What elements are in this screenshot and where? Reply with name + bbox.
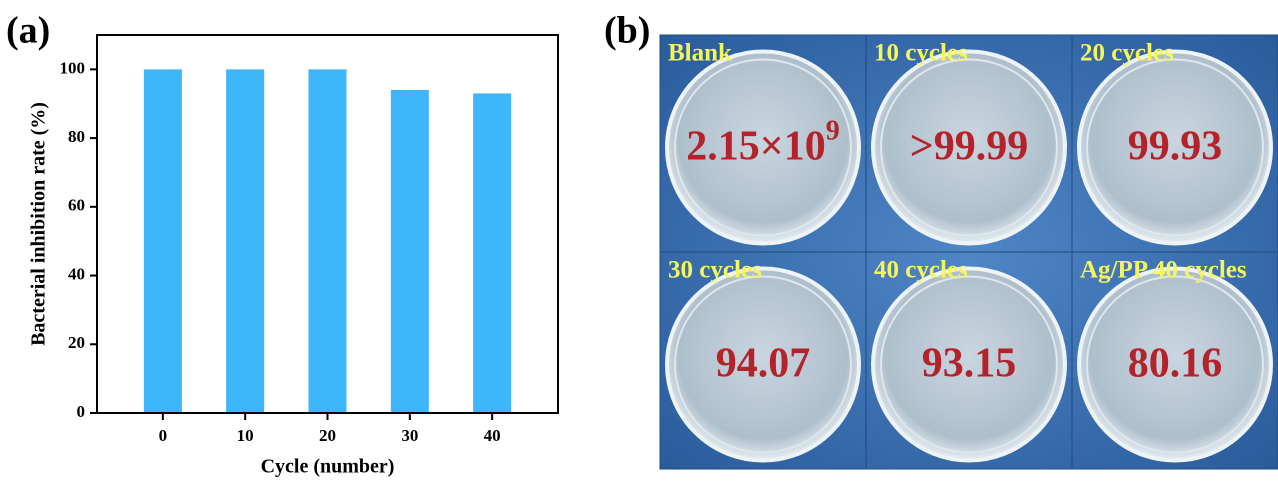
tile-value-text: 80.16 [1128,340,1223,386]
tile-caption: 30 cycles [668,257,762,284]
y-tick-label: 60 [68,196,85,215]
tile-caption: 40 cycles [874,257,968,284]
y-tick-label: 0 [77,402,86,421]
tile-caption: 10 cycles [874,40,968,67]
tile-caption: Ag/PP 40 cycles [1080,257,1247,284]
panel-label: (b) [604,10,650,52]
y-axis-label: Bacterial inhibition rate (%) [28,102,50,346]
x-tick-label: 30 [401,426,418,445]
tile-value: >99.99 [910,123,1028,169]
tile-value-exponent: 9 [826,116,840,147]
tile-value: 80.16 [1128,340,1223,386]
tile-value: 94.07 [716,340,811,386]
y-tick-label: 80 [68,127,85,146]
tile-value-text: 99.93 [1128,123,1223,169]
x-tick-label: 20 [319,426,336,445]
bar [391,90,429,413]
y-tick-label: 40 [68,264,85,283]
tile-value: 2.15×109 [686,116,839,169]
page: {"chart_data": {"type": "bar", "panel_la… [0,0,1278,484]
figure: (a) (b) 0 20 40 60 80 100 0 10 20 30 40 Cycle (numb… [0,0,1278,484]
x-axis-label: Cycle (number) [261,456,395,478]
bar [144,69,182,413]
tile-value-text: 2.15×10 [686,123,825,169]
tile-caption: 20 cycles [1080,40,1174,67]
tile-value-text: 93.15 [922,340,1017,386]
tile-caption: Blank [668,40,732,67]
tile-value: 99.93 [1128,123,1223,169]
tile-value: 93.15 [922,340,1017,386]
x-tick-label: 0 [159,426,168,445]
x-tick-label: 40 [484,426,501,445]
y-tick-label: 20 [68,333,85,352]
panel-label: (a) [6,10,50,52]
x-tick-label: 10 [237,426,254,445]
tile-value-text: >99.99 [910,123,1028,169]
tile-value-text: 94.07 [716,340,811,386]
bar [309,69,347,413]
bar [226,69,264,413]
y-tick-label: 100 [60,58,86,77]
bar [473,93,511,413]
